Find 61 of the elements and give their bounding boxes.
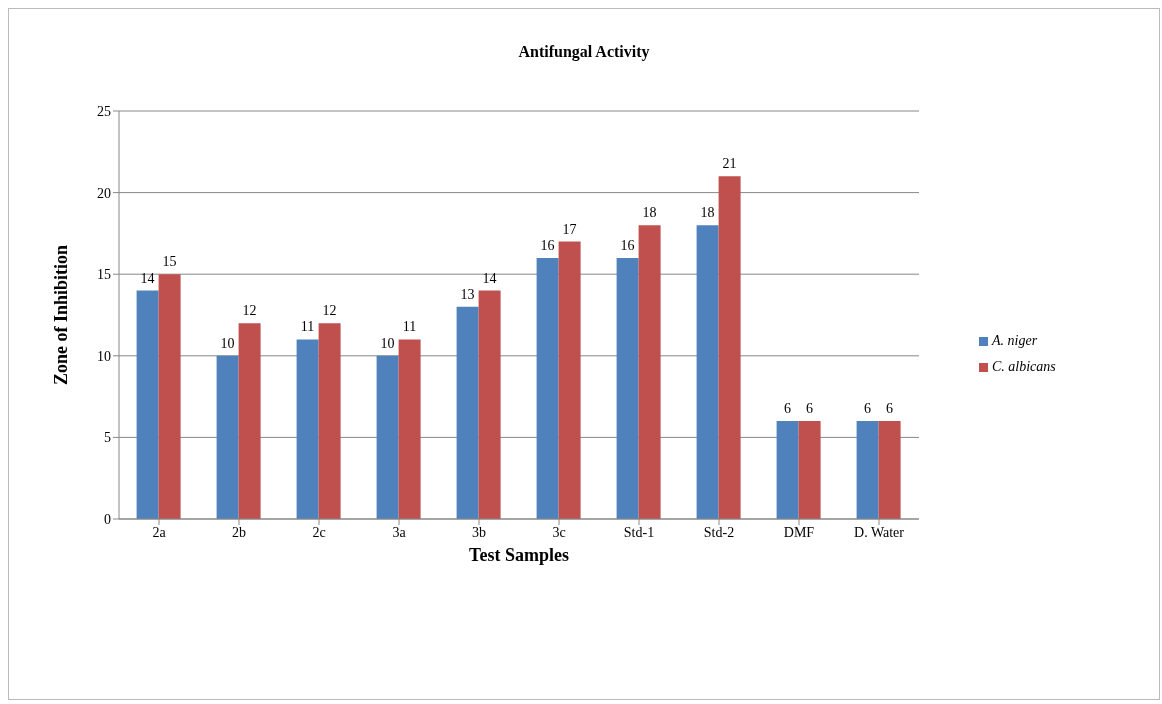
data-label: 10 [220,335,235,351]
bar [558,241,581,519]
data-label: 6 [864,401,872,417]
bar [638,225,661,519]
legend-label: C. albicans [992,359,1056,375]
data-label: 6 [806,401,814,417]
chart-title: Antifungal Activity [517,43,651,61]
x-tick-label: DMF [783,524,815,540]
x-axis-title: Test Samples [469,545,569,565]
bar [238,323,261,519]
bar [296,339,319,519]
data-label: 16 [540,237,555,253]
y-tick-label: 15 [97,267,111,283]
data-label: 16 [620,237,635,253]
y-tick-label: 5 [104,430,111,446]
data-label: 13 [460,286,475,302]
data-label: 11 [402,319,417,335]
bar [456,306,479,519]
x-tick-label: 2c [312,524,326,540]
x-tick-label: Std-1 [623,524,655,540]
bar [318,323,341,519]
x-tick-label: 3b [472,524,486,540]
data-label: 17 [562,221,577,237]
data-label: 11 [300,319,315,335]
data-label: 6 [784,401,792,417]
data-label: 6 [886,401,894,417]
y-tick-label: 10 [97,348,111,364]
bar [536,257,559,519]
legend-label: A. niger [992,333,1038,349]
data-label: 10 [380,335,395,351]
data-label: 14 [140,270,155,286]
x-tick-label: 2a [152,524,167,540]
bar [776,421,799,519]
bar [478,290,501,519]
data-label: 21 [722,156,737,172]
y-tick-label: 20 [97,185,111,201]
bar [136,290,159,519]
data-label: 18 [642,205,657,221]
y-tick-label: 25 [97,103,111,119]
x-tick-label: 3c [552,524,566,540]
data-label: 12 [242,303,257,319]
x-tick-label: Std-2 [703,524,735,540]
y-tick-label: 0 [104,511,111,527]
data-label: 12 [322,303,337,319]
bar [398,339,421,519]
bar [616,257,639,519]
x-tick-label: 2b [232,524,246,540]
bar [878,421,901,519]
bar [718,176,741,519]
bar [856,421,879,519]
bar [216,355,239,519]
x-tick-label: 3a [392,524,407,540]
data-label: 14 [482,270,497,286]
data-label: 15 [162,254,177,270]
y-axis-title: Zone of Inhibition [51,244,72,386]
bar [376,355,399,519]
data-label: 18 [700,205,715,221]
bar [798,421,821,519]
bar [696,225,719,519]
x-tick-label: D. Water [854,524,905,540]
bar [158,274,181,519]
